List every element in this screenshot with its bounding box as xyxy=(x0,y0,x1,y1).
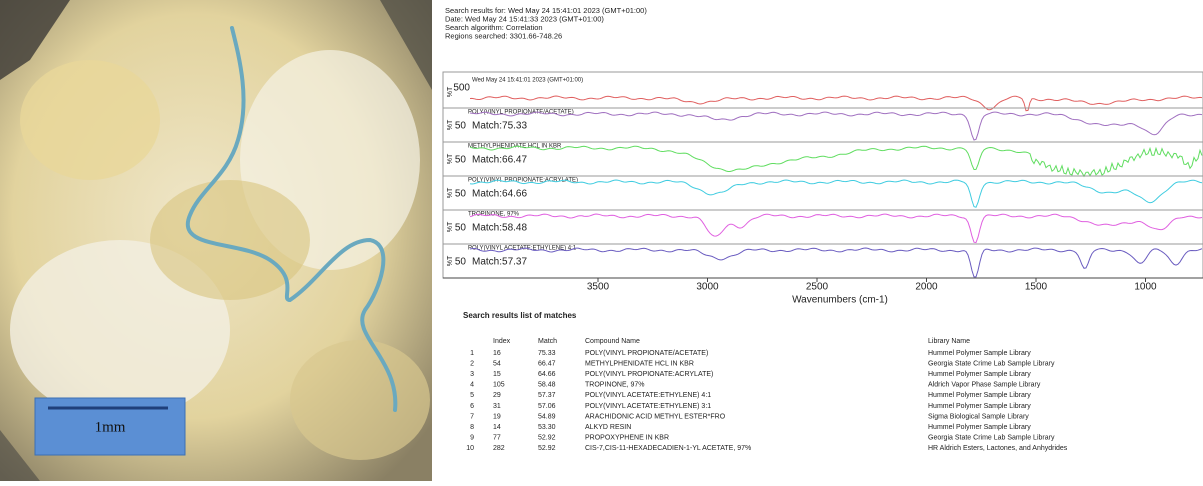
table-cell: 8 xyxy=(470,424,474,431)
table-cell: 16 xyxy=(493,350,501,357)
header-line: Regions searched: 3301.66-748.26 xyxy=(445,31,562,40)
table-cell: ARACHIDONIC ACID METHYL ESTER*FRO xyxy=(585,413,726,420)
table-cell: 57.06 xyxy=(538,403,556,410)
column-header: Library Name xyxy=(928,338,970,345)
table-cell: Hummel Polymer Sample Library xyxy=(928,424,1031,431)
table-cell: 14 xyxy=(493,424,501,431)
panel-scale: 50 xyxy=(455,155,467,166)
table-cell: POLY(VINYL ACETATE:ETHYLENE) 4:1 xyxy=(585,392,711,399)
scale-label: 1mm xyxy=(95,419,126,435)
photo: 1mm xyxy=(0,0,432,481)
table-cell: 10 xyxy=(466,445,474,452)
table-cell: 77 xyxy=(493,435,501,442)
table-cell: 2 xyxy=(470,360,474,367)
table-cell: 6 xyxy=(470,403,474,410)
table-cell: 105 xyxy=(493,382,505,389)
table-cell: 29 xyxy=(493,392,501,399)
table-cell: 31 xyxy=(493,403,501,410)
table-cell: 54 xyxy=(493,360,501,367)
table-cell: Sigma Biological Sample Library xyxy=(928,413,1029,420)
panel-scale: 50 xyxy=(455,189,467,200)
table-cell: 53.30 xyxy=(538,424,556,431)
x-tick-label: 1500 xyxy=(1025,282,1048,293)
table-cell: 57.37 xyxy=(538,392,556,399)
table-cell: 52.92 xyxy=(538,435,556,442)
x-tick-label: 3500 xyxy=(587,282,610,293)
table-cell: 66.47 xyxy=(538,360,556,367)
table-cell: 64.66 xyxy=(538,371,556,378)
table-cell: Hummel Polymer Sample Library xyxy=(928,403,1031,410)
table-cell: 9 xyxy=(470,435,474,442)
table-cell: 15 xyxy=(493,371,501,378)
column-header: Compound Name xyxy=(585,338,640,345)
y-label: %T xyxy=(447,86,454,97)
panel-scale: 50 xyxy=(455,257,467,268)
y-label: %T xyxy=(447,119,454,130)
query-label: Wed May 24 15:41:01 2023 (GMT+01:00) xyxy=(472,78,583,84)
table-cell: 75.33 xyxy=(538,350,556,357)
table-cell: Aldrich Vapor Phase Sample Library xyxy=(928,382,1041,389)
results-panel: Search results for: Wed May 24 15:41:01 … xyxy=(443,6,1203,452)
table-cell: 54.89 xyxy=(538,413,556,420)
table-cell: PROPOXYPHENE IN KBR xyxy=(585,435,669,442)
table-cell: Hummel Polymer Sample Library xyxy=(928,350,1031,357)
table-cell: TROPINONE, 97% xyxy=(585,382,645,389)
x-tick-label: 3000 xyxy=(696,282,719,293)
table-cell: 5 xyxy=(470,392,474,399)
table-cell: 7 xyxy=(470,413,474,420)
table-cell: 1 xyxy=(470,350,474,357)
x-axis-label: Wavenumbers (cm-1) xyxy=(792,295,888,306)
table-title: Search results list of matches xyxy=(463,311,577,320)
panel-match: Match:58.48 xyxy=(472,223,527,234)
y-label: %T xyxy=(447,153,454,164)
x-tick-label: 2000 xyxy=(915,282,938,293)
table-cell: CIS-7,CIS-11-HEXADECADIEN-1-YL ACETATE, … xyxy=(585,445,751,452)
table-cell: Hummel Polymer Sample Library xyxy=(928,371,1031,378)
panel-match: Match:64.66 xyxy=(472,189,527,200)
panel-match: Match:57.37 xyxy=(472,257,527,268)
panel-match: Match:66.47 xyxy=(472,155,527,166)
table-cell: POLY(VINYL ACETATE:ETHYLENE) 3:1 xyxy=(585,403,711,410)
table-cell: 52.92 xyxy=(538,445,556,452)
table-cell: Hummel Polymer Sample Library xyxy=(928,392,1031,399)
table-cell: 58.48 xyxy=(538,382,556,389)
y-label: %T xyxy=(447,255,454,266)
y-label: %T xyxy=(447,221,454,232)
table-cell: 282 xyxy=(493,445,505,452)
table-cell: POLY(VINYL PROPIONATE:ACRYLATE) xyxy=(585,371,713,378)
x-tick-label: 2500 xyxy=(806,282,829,293)
x-tick-label: 1000 xyxy=(1134,282,1157,293)
figure: 1mm Search results for: Wed May 24 15:41… xyxy=(0,0,1203,481)
panel-scale: 50 xyxy=(455,223,467,234)
table-cell: POLY(VINYL PROPIONATE/ACETATE) xyxy=(585,350,708,357)
y-label: %T xyxy=(447,187,454,198)
table-cell: Georgia State Crime Lab Sample Library xyxy=(928,435,1055,442)
table-cell: METHYLPHENIDATE HCL IN KBR xyxy=(585,360,694,367)
table-cell: ALKYD RESIN xyxy=(585,424,631,431)
query-scale: 500 xyxy=(453,83,470,94)
table-cell: 3 xyxy=(470,371,474,378)
panel-match: Match:75.33 xyxy=(472,121,527,132)
table-cell: Georgia State Crime Lab Sample Library xyxy=(928,360,1055,367)
table-cell: 4 xyxy=(470,382,474,389)
column-header: Match xyxy=(538,338,557,345)
table-cell: 19 xyxy=(493,413,501,420)
table-cell: HR Aldrich Esters, Lactones, and Anhydri… xyxy=(928,445,1068,452)
column-header: Index xyxy=(493,338,511,345)
panel-scale: 50 xyxy=(455,121,467,132)
